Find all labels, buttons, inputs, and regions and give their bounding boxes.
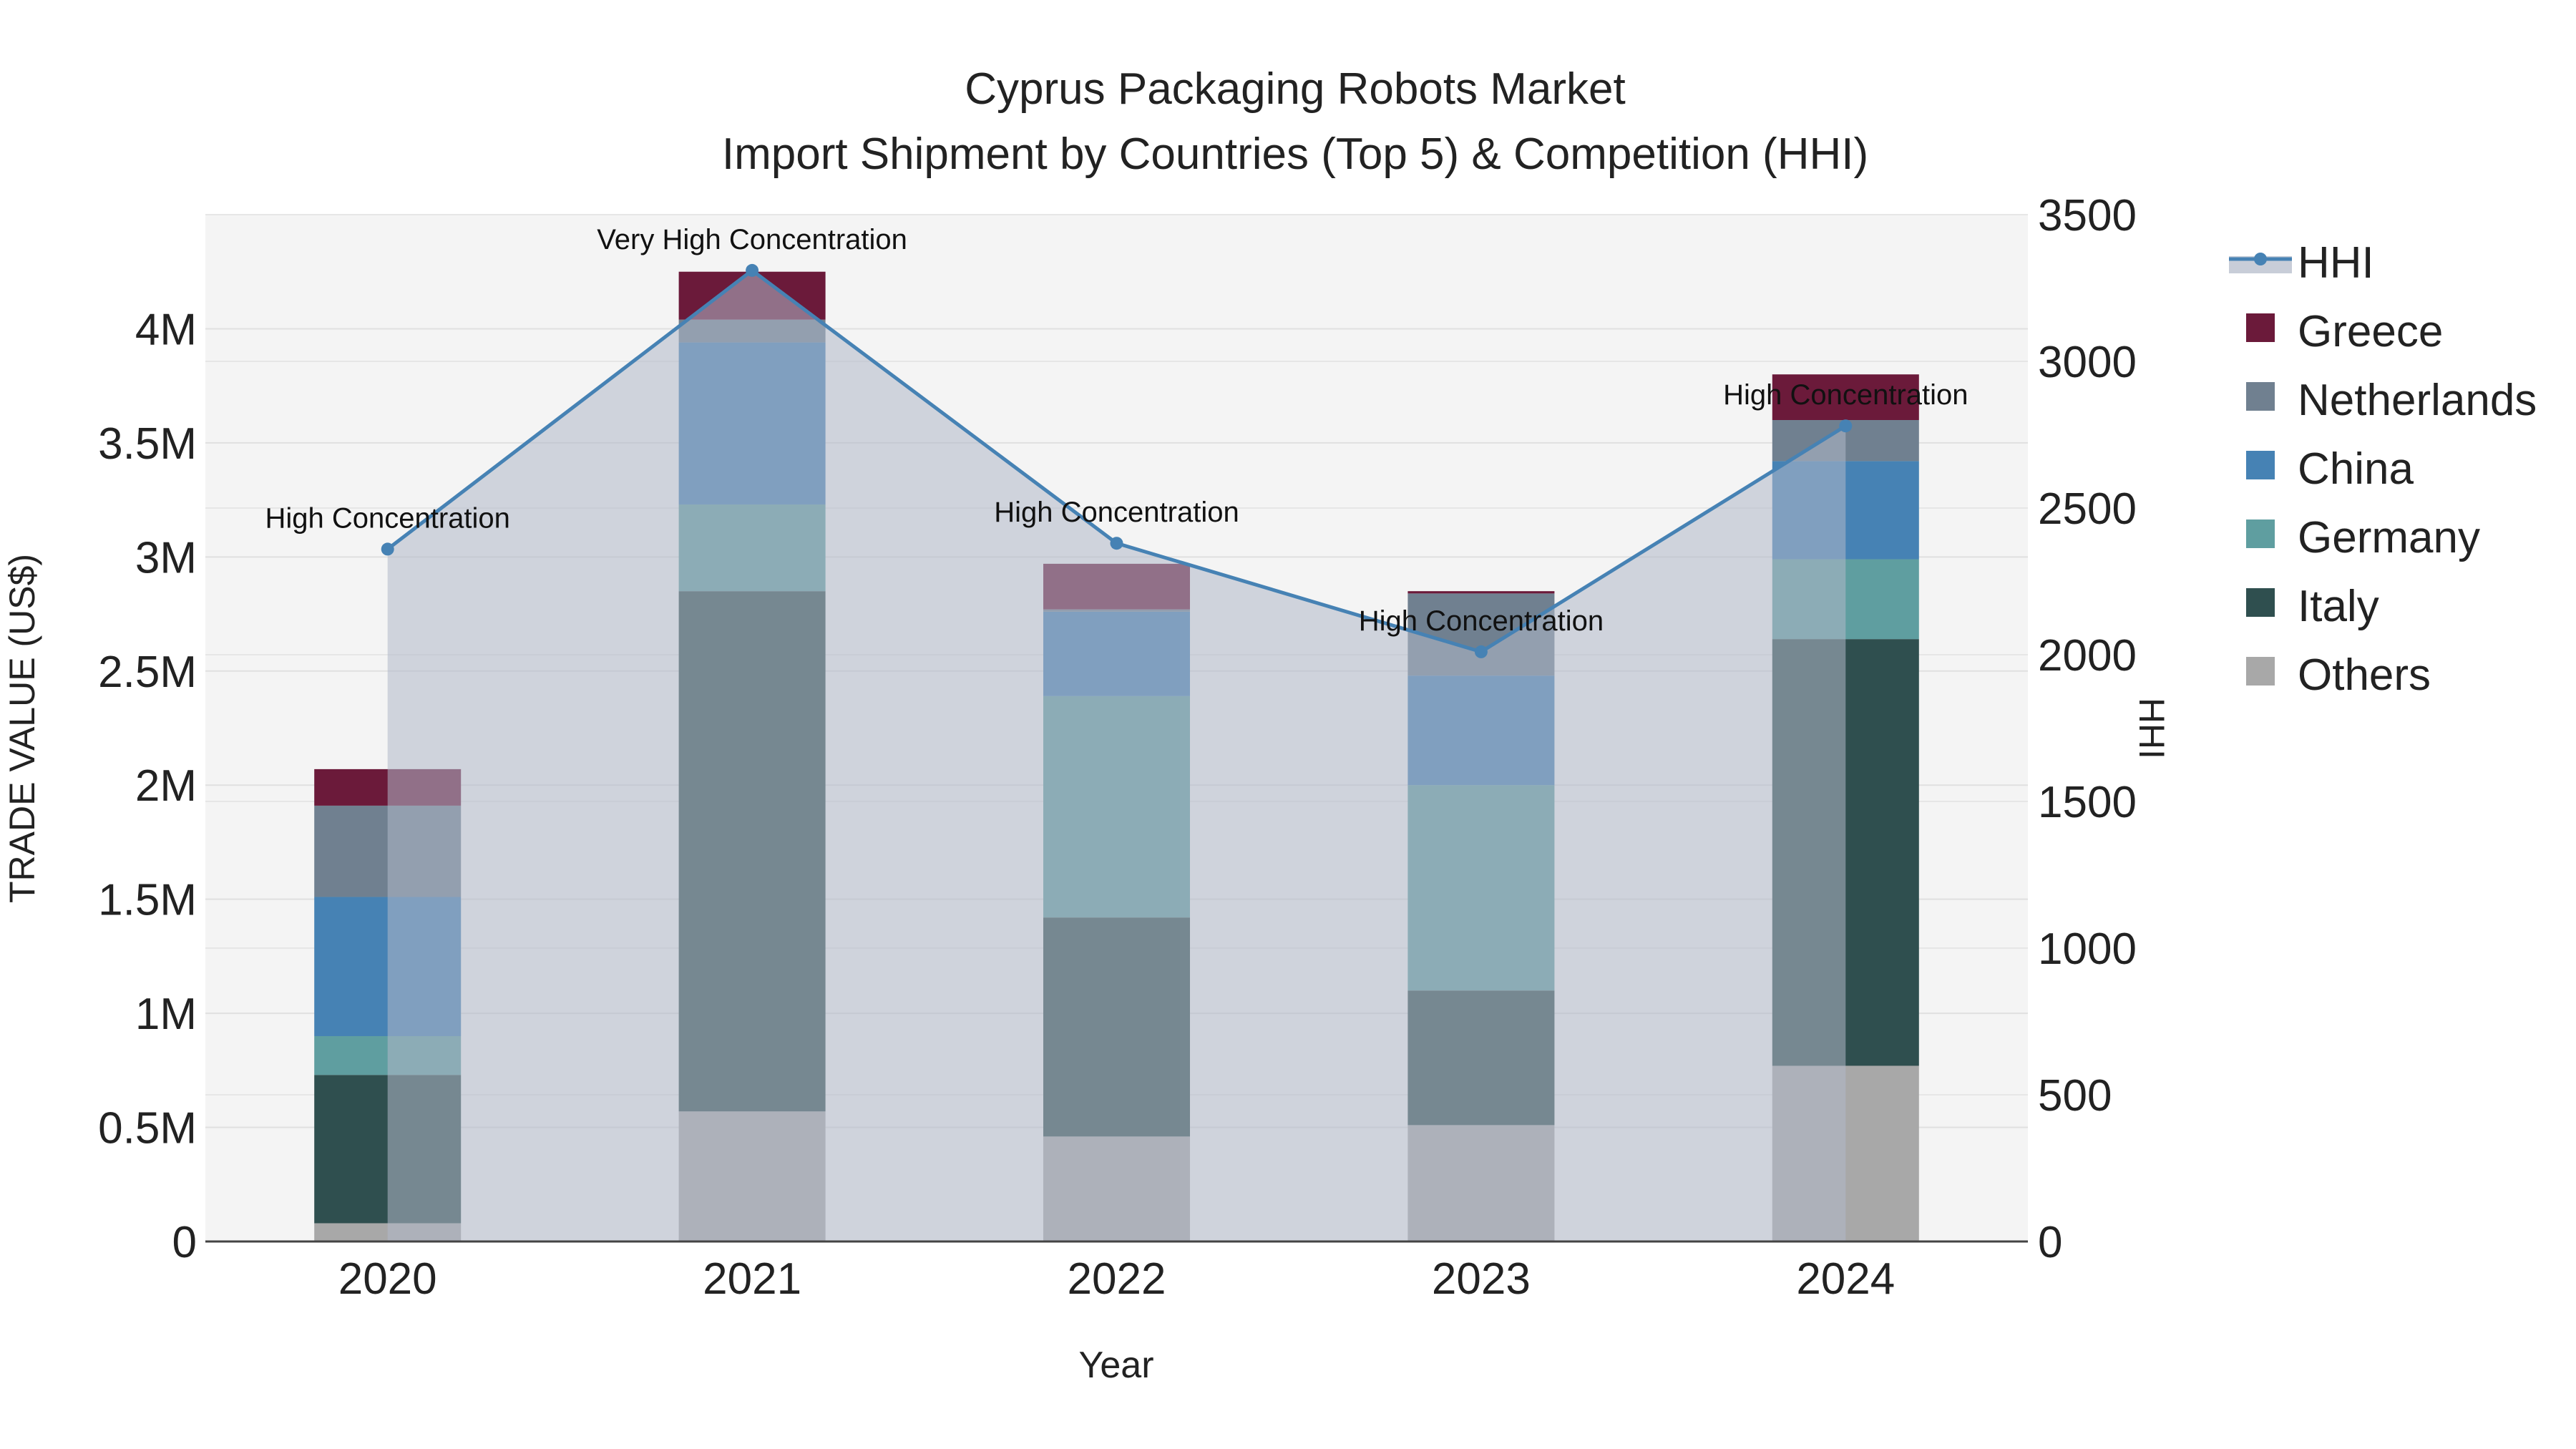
y-tick-label: 0.5M	[98, 1104, 197, 1153]
annotations: High Concentration Very High Concentratio…	[265, 224, 1968, 637]
y-tick-label: 0	[172, 1218, 197, 1267]
hhi-annotation: High Concentration	[1723, 379, 1968, 411]
legend-label: Others	[2298, 650, 2431, 700]
hhi-annotation: High Concentration	[994, 497, 1239, 528]
hhi-area	[387, 270, 1846, 1241]
chart-subtitle: Import Shipment by Countries (Top 5) & C…	[722, 130, 1868, 179]
legend-label: Italy	[2298, 582, 2379, 631]
y-tick-label: 3.5M	[98, 419, 197, 469]
hhi-area-fill	[387, 270, 1846, 1241]
y2-tick-label: 3000	[2038, 338, 2137, 387]
y2-tick-label: 500	[2038, 1071, 2112, 1121]
y2-axis-ticks: 0 500 1000 1500 2000 2500 3000 3500	[2038, 191, 2137, 1267]
legend-label: Netherlands	[2298, 376, 2537, 425]
y-tick-label: 2.5M	[98, 648, 197, 697]
y-tick-label: 2M	[135, 761, 197, 811]
x-tick-label: 2023	[1432, 1254, 1531, 1304]
y-tick-label: 1.5M	[98, 876, 197, 925]
y-tick-label: 4M	[135, 305, 197, 354]
y2-tick-label: 3500	[2038, 191, 2137, 240]
y2-tick-label: 0	[2038, 1218, 2062, 1267]
y2-tick-label: 1500	[2038, 778, 2137, 827]
chart-title: Cyprus Packaging Robots Market	[965, 64, 1626, 114]
y2-tick-label: 1000	[2038, 924, 2137, 974]
hhi-annotation: High Concentration	[265, 502, 509, 534]
hhi-point-2020	[381, 542, 394, 556]
legend-label: China	[2298, 444, 2414, 494]
hhi-point-2022	[1110, 537, 1123, 550]
x-tick-label: 2020	[338, 1254, 437, 1304]
hhi-annotation: High Concentration	[1359, 605, 1604, 637]
x-tick-label: 2021	[703, 1254, 801, 1304]
legend: HHI Greece Netherlands China Germany Italy Oth…	[2229, 238, 2537, 700]
y2-tick-label: 2500	[2038, 484, 2137, 534]
x-tick-label: 2022	[1068, 1254, 1166, 1304]
legend-label: Germany	[2298, 513, 2480, 562]
hhi-point-2023	[1474, 645, 1488, 658]
hhi-point-2024	[1839, 419, 1853, 433]
legend-swatch-italy	[2246, 588, 2275, 617]
y-tick-label: 1M	[135, 990, 197, 1039]
legend-swatch-china	[2246, 451, 2275, 479]
legend-label: Greece	[2298, 307, 2443, 356]
x-axis-ticks: 2020 2021 2022 2023 2024	[338, 1254, 1896, 1304]
legend-swatch-hhi-marker	[2254, 253, 2267, 265]
legend-swatch-others	[2246, 657, 2275, 686]
x-tick-label: 2024	[1796, 1254, 1895, 1304]
hhi-point-2021	[746, 263, 759, 277]
y2-axis-label: HHI	[2132, 698, 2172, 759]
legend-swatch-netherlands	[2246, 382, 2275, 411]
y-tick-label: 3M	[135, 533, 197, 582]
x-axis-label: Year	[1078, 1345, 1153, 1386]
y-axis-label: TRADE VALUE (US$)	[2, 554, 42, 903]
bar-greece-2023	[1407, 591, 1555, 594]
bar-greece-2024	[1772, 374, 1919, 420]
hhi-line	[381, 263, 1853, 658]
y2-tick-label: 2000	[2038, 631, 2137, 680]
legend-swatch-germany	[2246, 519, 2275, 548]
y-axis-ticks: 0 0.5M 1M 1.5M 2M 2.5M 3M 3.5M 4M	[98, 305, 197, 1267]
legend-swatch-greece	[2246, 313, 2275, 342]
legend-label: HHI	[2298, 238, 2374, 288]
hhi-annotation: Very High Concentration	[597, 224, 907, 255]
